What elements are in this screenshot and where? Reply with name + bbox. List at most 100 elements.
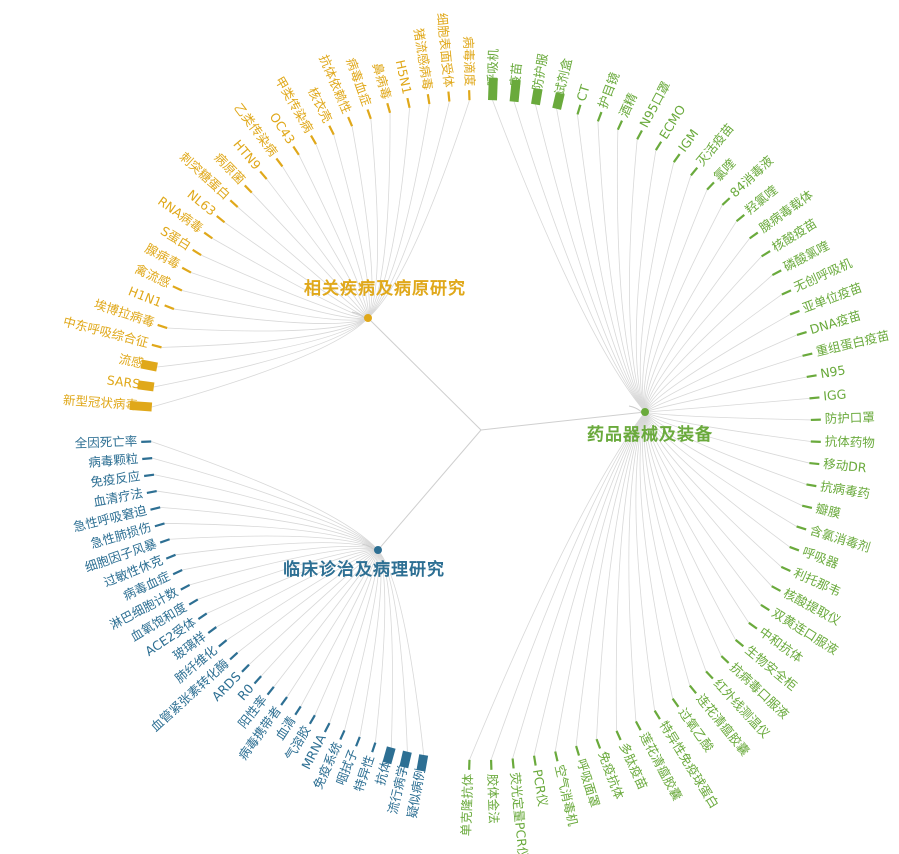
leaf-bar <box>796 330 807 336</box>
leaf-bar <box>615 730 622 741</box>
leaf-link <box>533 411 646 756</box>
leaf-bar <box>616 120 623 131</box>
leaf-label: 免疫反应 <box>89 468 141 490</box>
leaf-bar <box>416 754 429 772</box>
leaf-bar <box>531 88 543 106</box>
leaf-link <box>644 411 811 442</box>
leaf-link <box>644 334 798 413</box>
leaf-link <box>175 542 379 556</box>
leaf-link <box>639 411 674 699</box>
leaf-bar <box>371 742 377 753</box>
leaf-link <box>615 411 646 731</box>
leaf-bar <box>806 374 817 379</box>
leaf-link <box>237 549 379 654</box>
group-label-drugs-equipment: 药品器械及装备 <box>587 424 713 445</box>
leaf-label: 全因死亡率 <box>74 434 137 451</box>
leaf-link <box>173 308 369 324</box>
leaf-bar <box>292 145 300 156</box>
leaf-link <box>639 162 675 413</box>
leaf-bar <box>789 545 800 552</box>
leaf-label: IGM <box>675 126 701 154</box>
leaf-link <box>575 411 646 747</box>
leaf-link <box>212 238 369 319</box>
leaf-link <box>273 549 379 688</box>
leaf-link <box>224 221 369 319</box>
leaf-bar <box>154 522 165 528</box>
leaf-label: 猪流感病毒 <box>411 27 436 91</box>
leaf-link <box>251 192 369 319</box>
leaf-link <box>153 317 369 388</box>
leaf-label: 病毒滴度 <box>461 36 478 87</box>
leaf-label: 酒精 <box>616 91 640 120</box>
leaf-bar <box>172 285 183 292</box>
leaf-label: 流感 <box>118 351 145 370</box>
leaf-bar <box>207 626 217 634</box>
leaf-label: 呼吸面罩 <box>574 757 603 809</box>
leaf-label: 呼吸器 <box>800 544 841 571</box>
leaf-link <box>642 175 692 413</box>
root-link <box>480 411 646 431</box>
leaf-bar <box>748 621 758 630</box>
leaf-link <box>300 549 379 707</box>
leaf-link <box>367 118 379 319</box>
leaf-link <box>492 100 646 413</box>
leaf-link <box>469 411 646 760</box>
leaf-bar <box>509 79 521 103</box>
leaf-link <box>351 126 373 319</box>
leaf-link <box>344 549 380 731</box>
leaf-link <box>282 166 369 319</box>
leaf-link <box>644 220 737 413</box>
leaf-link <box>315 144 369 319</box>
leaf-bar <box>229 199 239 208</box>
leaf-value-bars <box>129 78 821 772</box>
leaf-bar <box>164 304 175 311</box>
leaf-label: 病毒颗粒 <box>88 451 139 470</box>
leaf-link <box>513 101 646 413</box>
leaf-bar <box>595 738 602 749</box>
leaf-bar <box>355 736 361 747</box>
leaf-link <box>644 411 790 548</box>
leaf-label: 防护口罩 <box>825 409 875 426</box>
leaf-label: 新型冠状病毒 <box>63 392 139 412</box>
leaf-bar <box>229 651 239 661</box>
leaf-bar <box>310 135 317 145</box>
leaf-label: H1N1 <box>126 283 164 310</box>
leaf-bar <box>802 352 813 357</box>
leaf-link <box>314 549 379 716</box>
leaf-link <box>642 411 691 686</box>
leaf-bar <box>688 684 697 694</box>
leaf-label: 细胞表面受体 <box>434 12 456 89</box>
leaf-bar <box>789 309 800 316</box>
leaf-bar <box>146 490 157 495</box>
leaf-link <box>151 317 369 408</box>
leaf-label: 氯喹 <box>711 155 739 184</box>
leaf-bar <box>140 359 158 372</box>
leaf-link <box>377 549 425 756</box>
leaf-link <box>635 411 656 711</box>
leaf-link <box>644 411 803 506</box>
leaf-link <box>644 411 811 421</box>
leaf-bar <box>576 104 582 115</box>
leaf-bar <box>809 461 820 466</box>
leaf-bar <box>796 525 807 531</box>
leaf-link <box>554 411 646 752</box>
leaf-label: H5N1 <box>393 58 415 95</box>
leaf-bar <box>266 686 275 696</box>
leaf-label: 护目镜 <box>595 70 622 111</box>
leaf-bar <box>241 663 250 673</box>
leaf-link <box>643 189 708 413</box>
leaf-link <box>160 506 379 551</box>
leaf-labels: 新型冠状病毒SARS流感中东呼吸综合征埃博拉病毒H1N1禽流感腺病毒S蛋白RNA… <box>62 12 891 854</box>
leaf-bar <box>721 197 731 206</box>
leaf-bar <box>323 722 331 733</box>
leaf-bar <box>347 116 354 127</box>
leaf-link <box>152 457 379 551</box>
leaf-bar <box>780 565 791 572</box>
leaf-bar <box>259 170 268 180</box>
leaf-bar <box>294 705 302 716</box>
leaf-link <box>367 101 450 319</box>
leaf-bar <box>150 506 161 511</box>
leaf-bar <box>142 457 153 461</box>
